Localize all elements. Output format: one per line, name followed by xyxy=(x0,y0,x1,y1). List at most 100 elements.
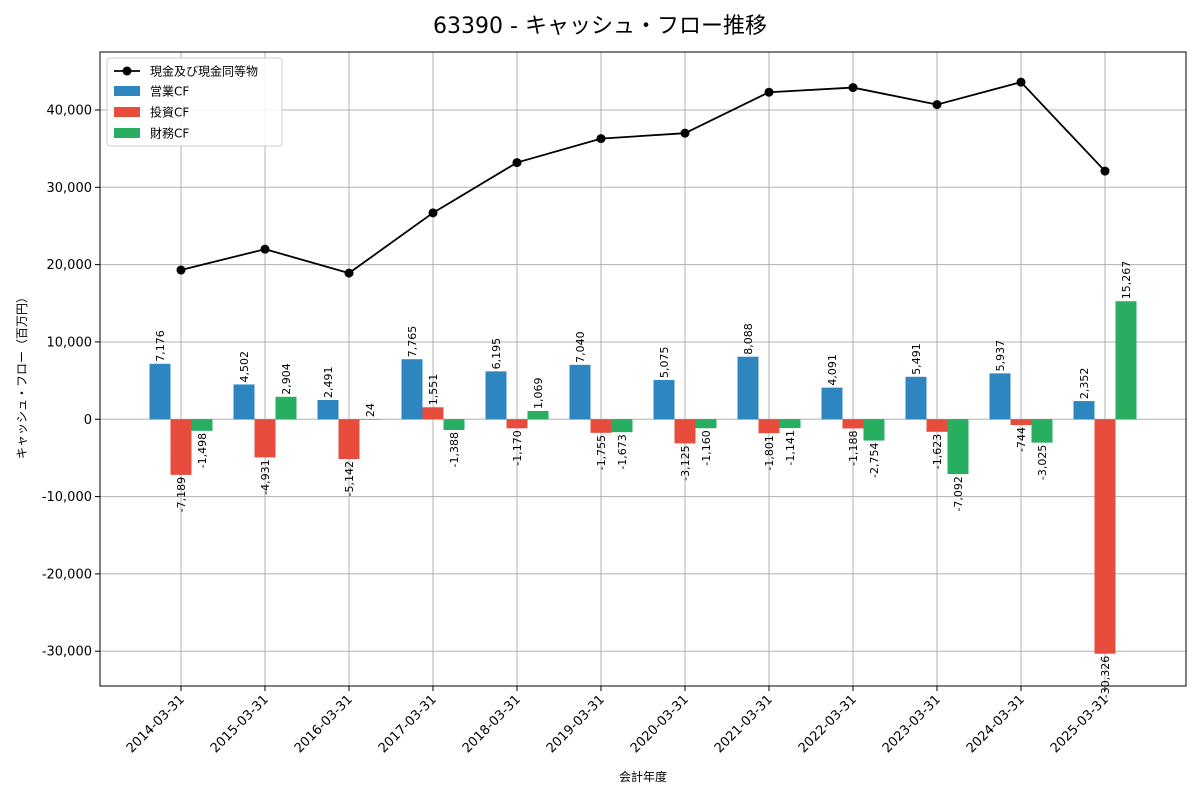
bar-label-営業CF: 5,937 xyxy=(994,340,1007,372)
bar-営業CF xyxy=(401,359,423,420)
bar-財務CF xyxy=(947,419,969,475)
bar-label-投資CF: -1,623 xyxy=(931,434,944,469)
cash-line-point xyxy=(344,268,354,278)
cash-line-point xyxy=(428,208,438,218)
bar-label-財務CF: -1,388 xyxy=(448,432,461,467)
y-tick-label: 40,000 xyxy=(47,103,93,118)
bar-label-財務CF: -7,092 xyxy=(952,476,965,511)
y-tick-label: 20,000 xyxy=(47,258,93,273)
bars xyxy=(149,301,1137,654)
legend-label: 投資CF xyxy=(150,105,189,120)
x-tick-label: 2020-03-31 xyxy=(628,692,692,756)
bar-営業CF xyxy=(1073,401,1095,420)
bar-label-投資CF: -30,326 xyxy=(1099,656,1112,698)
bar-財務CF xyxy=(863,419,885,441)
cash-line-point xyxy=(1100,166,1110,176)
bar-label-投資CF: -1,170 xyxy=(511,430,524,465)
x-tick-label: 2018-03-31 xyxy=(460,692,524,756)
bar-label-財務CF: -1,673 xyxy=(616,434,629,469)
legend-label: 営業CF xyxy=(150,85,189,99)
bar-投資CF xyxy=(1010,419,1032,426)
bar-label-営業CF: 7,765 xyxy=(406,326,419,358)
chart-title: 63390 - キャッシュ・フロー推移 xyxy=(433,14,767,39)
legend-box xyxy=(106,57,283,147)
bar-投資CF xyxy=(758,419,780,434)
bar-営業CF xyxy=(149,363,171,420)
bar-営業CF xyxy=(317,399,339,420)
bar-財務CF xyxy=(443,419,465,430)
bar-label-投資CF: -1,755 xyxy=(595,435,608,470)
x-tick-label: 2024-03-31 xyxy=(964,692,1028,756)
cash-line-point xyxy=(680,128,690,138)
x-tick-label: 2014-03-31 xyxy=(124,692,188,756)
bar-label-投資CF: -1,801 xyxy=(763,435,776,470)
grid-lines xyxy=(100,52,1186,686)
legend-label: 現金及び現金同等物 xyxy=(150,64,258,79)
y-tick-label: -20,000 xyxy=(42,567,92,582)
bar-投資CF xyxy=(674,419,696,444)
bar-財務CF xyxy=(275,396,297,420)
bar-財務CF xyxy=(611,419,633,433)
cash-line-point xyxy=(176,265,186,275)
bar-label-財務CF: 15,267 xyxy=(1120,261,1133,300)
x-axis-label: 会計年度 xyxy=(619,769,667,784)
y-axis-ticks: -30,000 -20,000 -10,000 0 10,000 20,000 30,000… xyxy=(42,103,100,660)
legend-swatch-marker xyxy=(122,66,132,76)
bar-営業CF xyxy=(653,380,675,420)
x-tick-label: 2023-03-31 xyxy=(880,692,944,756)
bar-財務CF xyxy=(779,419,801,429)
bar-label-投資CF: -3,125 xyxy=(679,445,692,480)
bar-投資CF xyxy=(842,419,864,429)
bar-投資CF xyxy=(1094,419,1116,654)
bar-label-投資CF: -744 xyxy=(1015,427,1028,452)
x-tick-label: 2017-03-31 xyxy=(376,692,440,756)
x-tick-label: 2025-03-31 xyxy=(1048,692,1112,756)
bar-label-営業CF: 7,176 xyxy=(154,330,167,362)
bar-label-営業CF: 2,491 xyxy=(322,366,335,398)
y-tick-label: 30,000 xyxy=(47,181,93,196)
bar-label-営業CF: 8,088 xyxy=(742,323,755,355)
cash-line-path xyxy=(180,81,1106,275)
bar-label-財務CF: 2,904 xyxy=(280,363,293,395)
cash-line xyxy=(176,77,1110,278)
x-tick-label: 2022-03-31 xyxy=(796,692,860,756)
y-tick-label: -10,000 xyxy=(42,490,92,505)
legend-swatch xyxy=(114,107,140,117)
legend-label: 財務CF xyxy=(150,126,189,141)
y-tick-label: 0 xyxy=(84,413,92,428)
bar-投資CF xyxy=(170,419,192,475)
bar-財務CF xyxy=(695,419,717,429)
bar-label-財務CF: -1,498 xyxy=(196,433,209,468)
bar-label-営業CF: 5,075 xyxy=(658,347,671,379)
bar-財務CF xyxy=(191,419,213,431)
bar-営業CF xyxy=(821,387,843,420)
bar-財務CF xyxy=(527,410,549,420)
bar-財務CF xyxy=(1031,419,1053,443)
x-tick-label: 2015-03-31 xyxy=(208,692,272,756)
bar-営業CF xyxy=(233,384,255,420)
bar-label-営業CF: 7,040 xyxy=(574,331,587,363)
cash-line-point xyxy=(260,244,270,254)
bar-label-投資CF: -4,931 xyxy=(259,459,272,494)
bar-label-営業CF: 6,195 xyxy=(490,338,503,370)
x-tick-label: 2016-03-31 xyxy=(292,692,356,756)
y-axis-label: キャッシュ・フロー（百万円） xyxy=(15,291,29,459)
y-tick-label: 10,000 xyxy=(47,335,93,350)
cash-line-point xyxy=(1016,77,1026,87)
bar-財務CF xyxy=(1115,301,1137,420)
bar-投資CF xyxy=(926,419,948,432)
cash-line-point xyxy=(596,134,606,144)
bar-label-営業CF: 2,352 xyxy=(1078,368,1091,400)
cash-line-point xyxy=(932,100,942,110)
bar-営業CF xyxy=(485,371,507,420)
bar-labels: 7,176 4,502 2,491 7,765 6,195 7,040 5,075 8,088… xyxy=(154,261,1133,698)
bar-label-財務CF: -1,141 xyxy=(784,430,797,465)
cash-line-point xyxy=(512,158,522,168)
legend-swatch xyxy=(114,128,140,138)
x-tick-label: 2021-03-31 xyxy=(712,692,776,756)
bar-営業CF xyxy=(905,376,927,420)
cash-line-point xyxy=(848,83,858,93)
bar-label-営業CF: 4,502 xyxy=(238,351,251,383)
bar-投資CF xyxy=(506,419,528,429)
